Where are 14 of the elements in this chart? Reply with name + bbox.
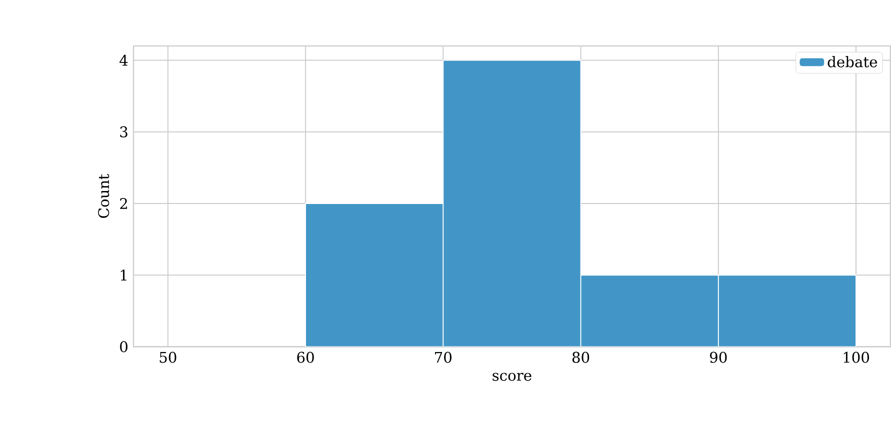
x-tick-label: 90 [710, 352, 727, 363]
y-tick-label: 3 [120, 126, 128, 138]
x-tick-label: 80 [572, 352, 590, 363]
legend-label: debate [828, 56, 878, 68]
x-tick-label: 100 [844, 352, 870, 363]
x-axis-title: score [492, 372, 532, 381]
y-tick-label: 0 [120, 341, 128, 352]
y-tick-label: 1 [120, 270, 126, 281]
y-axis-title: Count [98, 174, 110, 218]
y-tick-label: 4 [120, 54, 128, 66]
x-tick-label: 50 [160, 352, 176, 363]
y-tick-label: 2 [120, 198, 127, 209]
x-tick-label: 70 [435, 352, 452, 363]
x-tick-label: 60 [297, 352, 314, 363]
